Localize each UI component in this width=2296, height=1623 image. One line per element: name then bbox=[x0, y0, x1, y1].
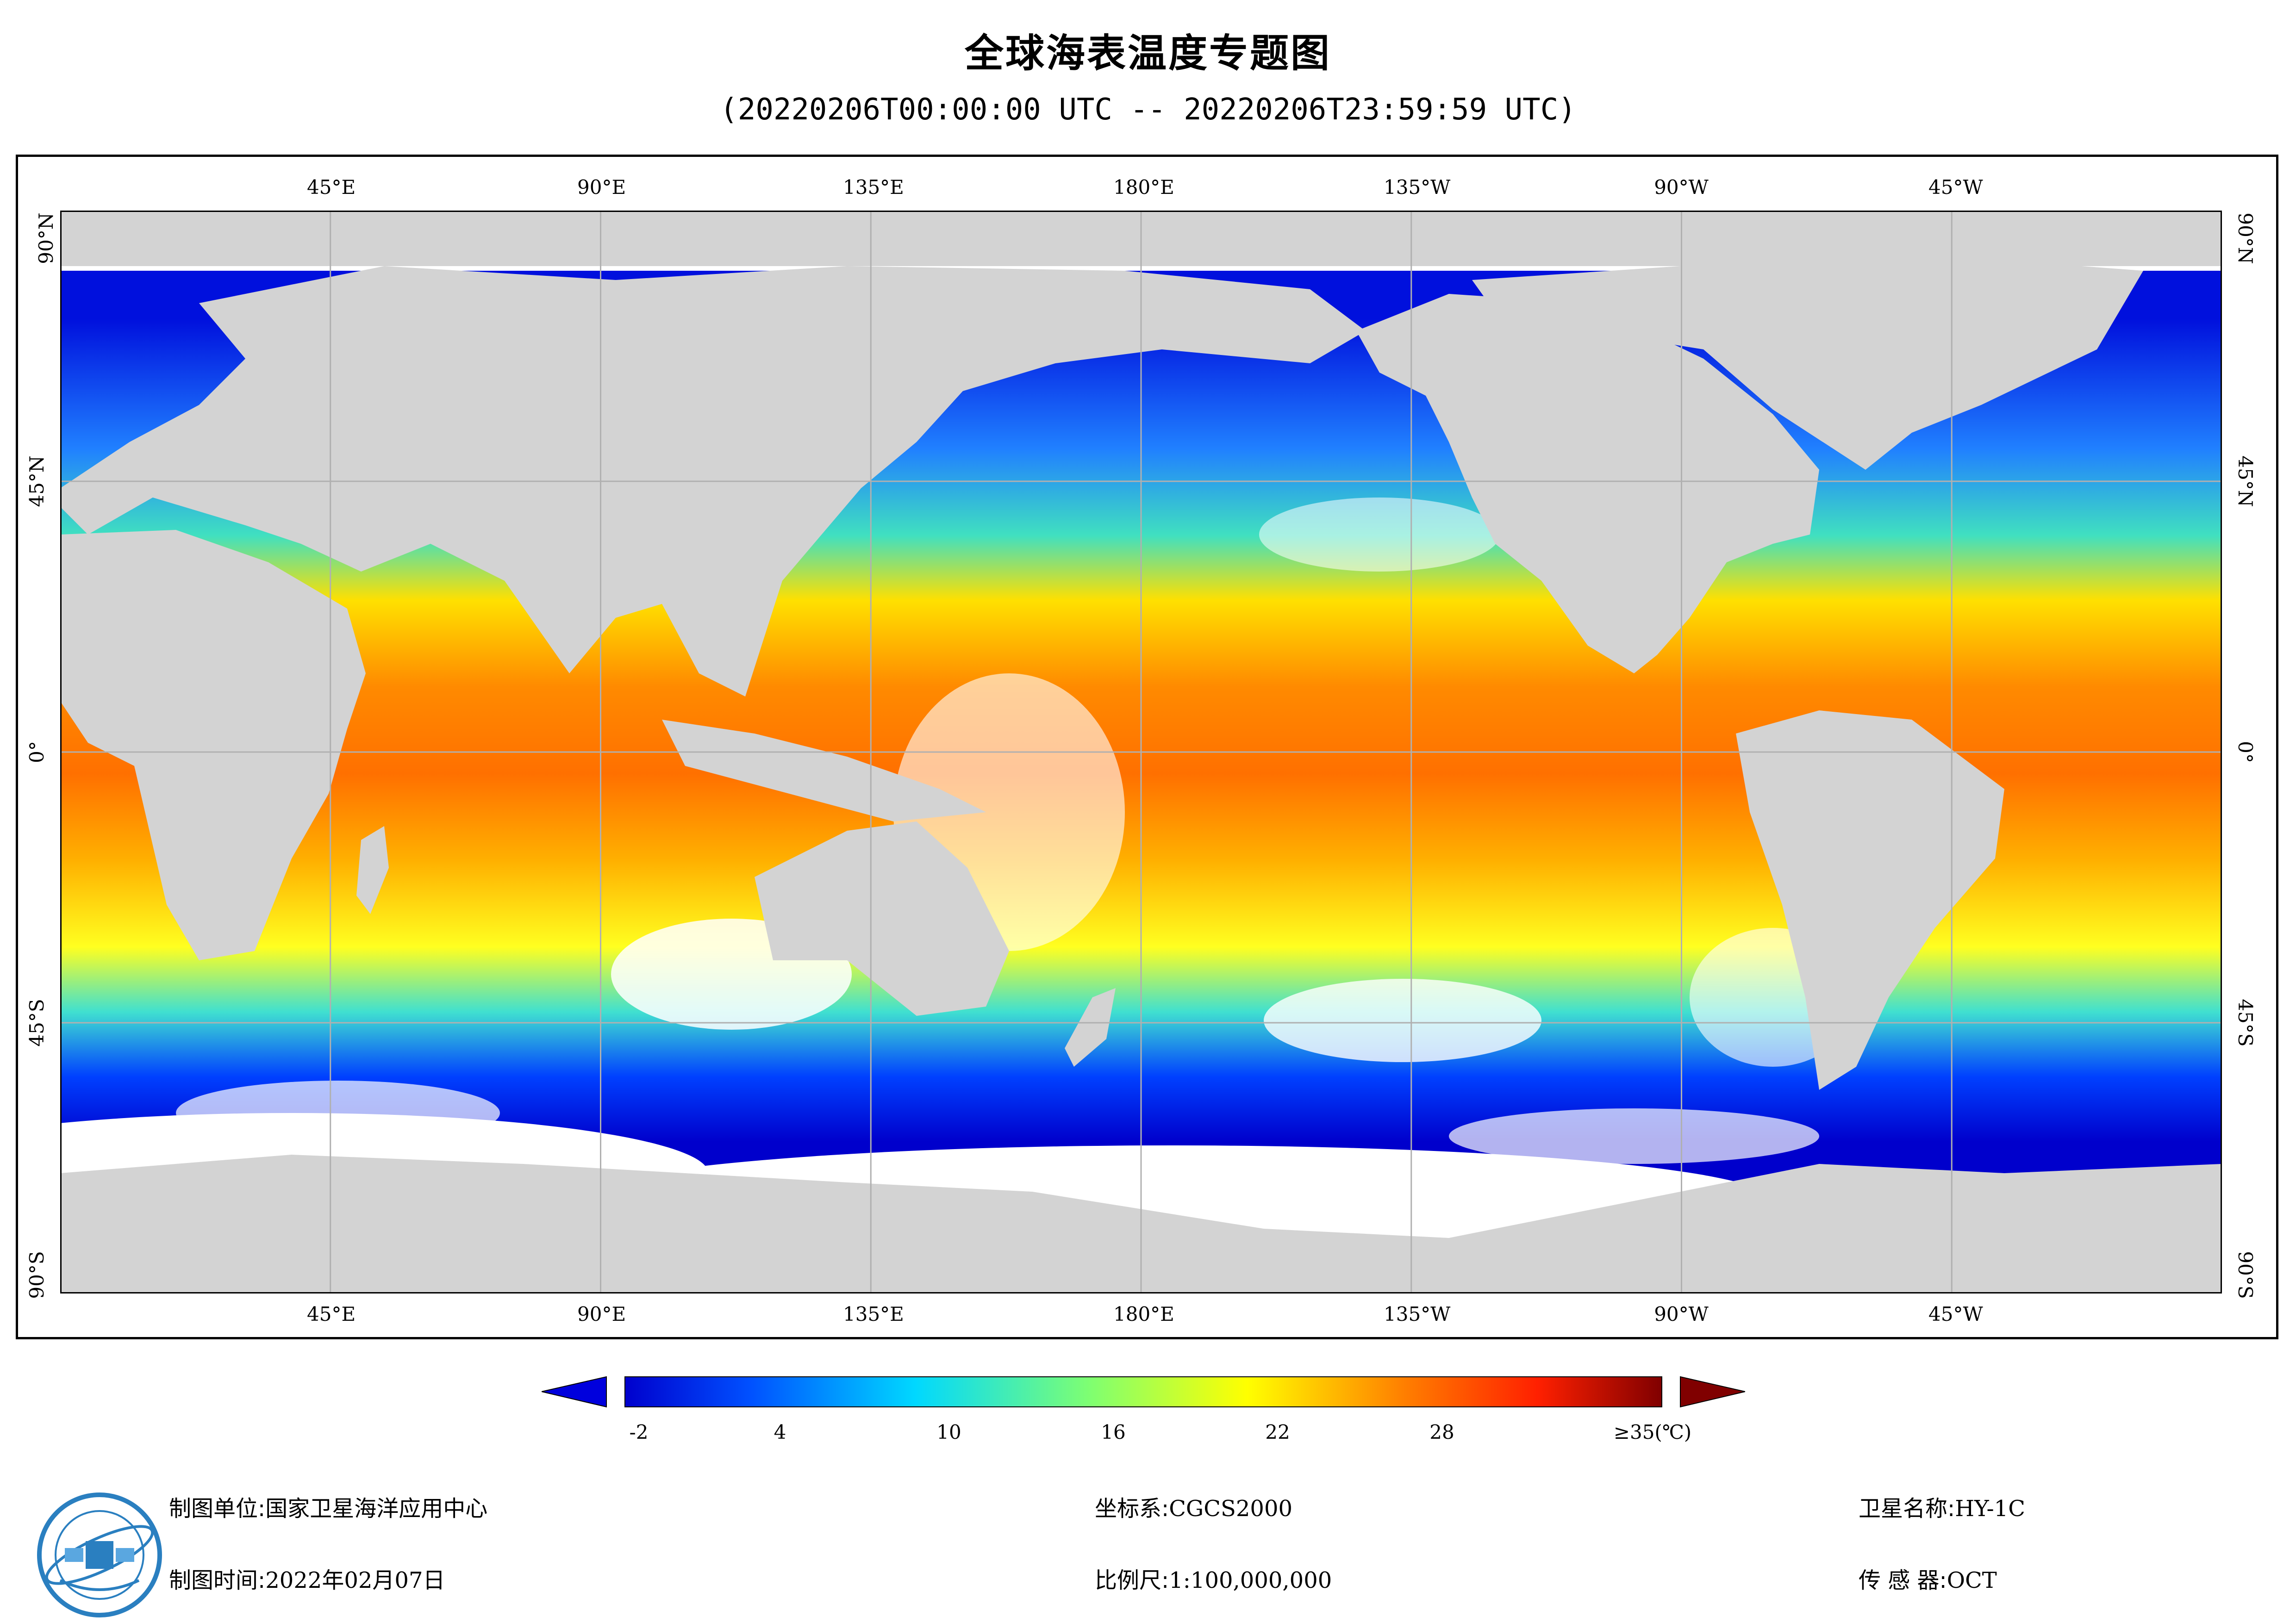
top-label-45w: 45°W bbox=[1928, 176, 1983, 199]
footer-time-label: 制图时间: bbox=[169, 1567, 266, 1593]
left-label-90s: 90°S bbox=[25, 1251, 48, 1299]
top-label-90w: 90°W bbox=[1654, 176, 1709, 199]
top-label-180e: 180°E bbox=[1113, 176, 1174, 199]
footer-sensor-label: 传 感 器: bbox=[1859, 1567, 1947, 1593]
footer-unit-label: 制图单位: bbox=[169, 1496, 266, 1522]
top-label-45e: 45°E bbox=[307, 176, 356, 199]
colorbar-high-arrow bbox=[1680, 1376, 1745, 1408]
footer-satellite: 卫星名称:HY-1C bbox=[1859, 1490, 2025, 1523]
top-label-135e: 135°E bbox=[843, 176, 904, 199]
right-label-45n: 45°N bbox=[2234, 455, 2257, 507]
map-border bbox=[60, 211, 2222, 1293]
tick-4: 4 bbox=[774, 1421, 786, 1443]
colorbar bbox=[542, 1376, 1745, 1408]
land-australia bbox=[755, 821, 1009, 1016]
land-indonesia bbox=[662, 720, 986, 821]
colorbar-ramp bbox=[624, 1376, 1662, 1407]
left-label-45s: 45°S bbox=[25, 999, 48, 1047]
footer-crs-value: CGCS2000 bbox=[1169, 1496, 1293, 1522]
land-new-zealand bbox=[1065, 988, 1116, 1067]
tick-10: 10 bbox=[936, 1421, 961, 1443]
colorbar-low-arrow bbox=[542, 1376, 607, 1408]
tick-28: 28 bbox=[1429, 1421, 1454, 1443]
tick-35-unit: ≥35(℃) bbox=[1613, 1421, 1692, 1443]
bottom-label-135e: 135°E bbox=[843, 1303, 904, 1325]
footer-sensor-value: OCT bbox=[1947, 1567, 1997, 1593]
tick-22: 22 bbox=[1265, 1421, 1290, 1443]
bottom-label-45e: 45°E bbox=[307, 1303, 356, 1325]
map-frame bbox=[16, 155, 2278, 1339]
left-label-45n: 45°N bbox=[25, 455, 48, 507]
land-south-america bbox=[1736, 710, 2004, 1090]
land-africa bbox=[60, 530, 366, 960]
footer-time: 制图时间:2022年02月07日 bbox=[169, 1562, 445, 1594]
land-madagascar bbox=[356, 826, 389, 914]
sst-map bbox=[60, 211, 2222, 1293]
map-title: 全球海表温度专题图 bbox=[964, 31, 1331, 76]
top-label-135w: 135°W bbox=[1384, 176, 1451, 199]
footer-unit-value: 国家卫星海洋应用中心 bbox=[265, 1496, 488, 1522]
right-label-45s: 45°S bbox=[2234, 999, 2257, 1047]
footer-unit: 制图单位:国家卫星海洋应用中心 bbox=[169, 1490, 487, 1523]
tick-neg2: -2 bbox=[629, 1421, 649, 1443]
right-label-90s: 90°S bbox=[2234, 1251, 2257, 1299]
land-north-america bbox=[1356, 294, 1819, 673]
nsoas-logo-icon bbox=[37, 1492, 162, 1617]
right-label-90n: 90°N bbox=[2234, 212, 2257, 264]
left-label-0: 0° bbox=[25, 741, 48, 763]
right-label-0: 0° bbox=[2234, 741, 2257, 763]
footer-scale-label: 比例尺: bbox=[1095, 1567, 1169, 1593]
footer-crs-label: 坐标系: bbox=[1095, 1496, 1169, 1522]
bottom-label-90e: 90°E bbox=[577, 1303, 626, 1325]
footer-scale-value: 1:100,000,000 bbox=[1169, 1567, 1332, 1593]
footer-crs: 坐标系:CGCS2000 bbox=[1095, 1490, 1292, 1523]
bottom-label-180e: 180°E bbox=[1113, 1303, 1174, 1325]
footer-scale: 比例尺:1:100,000,000 bbox=[1095, 1562, 1332, 1594]
footer-sensor: 传 感 器:OCT bbox=[1859, 1562, 1997, 1594]
footer-satellite-value: HY-1C bbox=[1955, 1496, 2025, 1522]
bottom-label-45w: 45°W bbox=[1928, 1303, 1983, 1325]
bottom-label-90w: 90°W bbox=[1654, 1303, 1709, 1325]
top-label-90e: 90°E bbox=[577, 176, 626, 199]
bottom-label-135w: 135°W bbox=[1384, 1303, 1451, 1325]
graticule bbox=[60, 211, 2222, 1293]
left-label-90n: 90°N bbox=[35, 212, 57, 264]
land-greenland bbox=[1472, 257, 2143, 470]
tick-16: 16 bbox=[1101, 1421, 1126, 1443]
map-subtitle: (20220206T00:00:00 UTC -- 20220206T23:59… bbox=[720, 93, 1576, 127]
footer-satellite-label: 卫星名称: bbox=[1859, 1496, 1955, 1522]
footer-time-value: 2022年02月07日 bbox=[265, 1567, 445, 1593]
